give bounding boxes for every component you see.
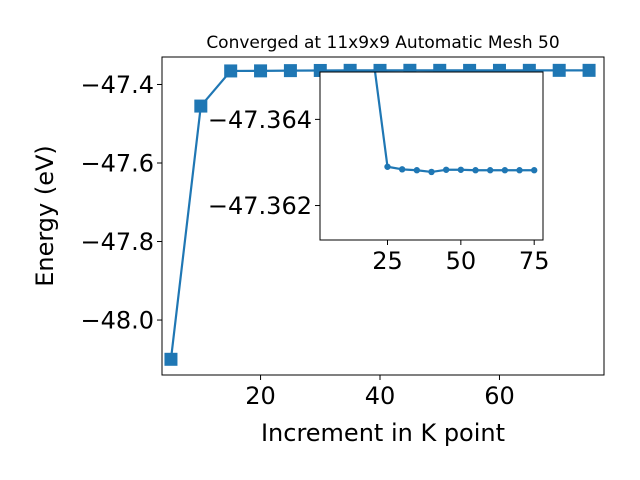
inset-clip-group	[373, 72, 538, 176]
inset-series	[373, 72, 538, 176]
inset-data-point	[530, 167, 538, 174]
inset-data-point	[384, 163, 391, 170]
inset-data-point	[486, 167, 494, 174]
main-x-tick-label: 40	[365, 382, 396, 410]
main-y-tick-label: −47.6	[80, 150, 154, 178]
main-y-tick-label: −47.8	[80, 228, 154, 256]
chart-title: Converged at 11x9x9 Automatic Mesh 50	[206, 33, 559, 53]
main-data-point	[224, 64, 238, 78]
inset-data-point	[413, 167, 421, 174]
main-plot-frame	[161, 56, 605, 376]
inset-x-ticks: 25 50 75	[372, 240, 549, 275]
inset-frame	[319, 71, 544, 241]
inset-y-tick-label: −47.364	[208, 106, 312, 134]
main-data-point	[194, 99, 208, 113]
inset-y-ticks: −47.364 −47.362	[208, 106, 320, 220]
y-axis-label: Energy (eV)	[31, 145, 59, 287]
main-data-point	[582, 63, 596, 77]
x-axis-label: Increment in K point	[261, 419, 505, 447]
inset-data-point	[516, 167, 523, 174]
main-data-point	[254, 64, 268, 78]
main-y-tick-label: −48.0	[80, 307, 154, 335]
main-data-point	[283, 64, 297, 78]
main-data-point	[552, 63, 566, 77]
inset-x-tick-label: 25	[372, 247, 403, 275]
main-y-ticks: −48.0 −47.8 −47.6 −47.4	[80, 71, 162, 335]
inset-y-tick-label: −47.362	[208, 192, 312, 220]
inset-data-point	[457, 166, 465, 173]
main-y-tick-label: −47.4	[80, 71, 154, 99]
inset-data-point	[501, 167, 509, 174]
inset-data-point	[442, 166, 450, 173]
inset-data-point	[398, 166, 406, 173]
inset-x-tick-label: 50	[446, 247, 477, 275]
main-plot: 20 40 60 −48.0 −47.8 −47.6 −47.4	[80, 56, 605, 410]
inset-plot: 25 50 75 −47.364 −47.362	[208, 71, 549, 275]
inset-data-point	[428, 168, 435, 176]
inset-x-tick-label: 75	[519, 247, 550, 275]
inset-background	[320, 72, 543, 240]
main-data-point	[164, 352, 178, 366]
main-x-tick-label: 60	[484, 382, 515, 410]
main-x-ticks: 20 40 60	[245, 375, 515, 410]
main-x-tick-label: 20	[245, 382, 276, 410]
inset-data-point	[472, 167, 479, 174]
